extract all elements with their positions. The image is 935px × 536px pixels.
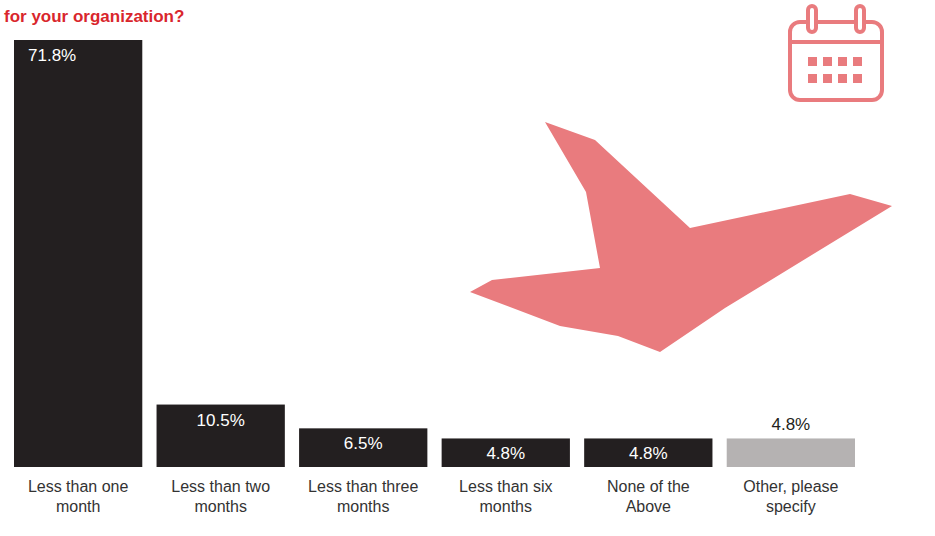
calendar-cell	[853, 74, 862, 83]
tick: Other, pleasespecify	[743, 467, 838, 515]
bar	[157, 405, 285, 467]
calendar-bar	[790, 40, 882, 44]
tick: Less than threemonths	[308, 467, 418, 515]
calendar-cell	[853, 57, 862, 66]
tick: Less than sixmonths	[459, 467, 552, 515]
data-label: 10.5%	[197, 411, 245, 430]
data-label: 71.8%	[28, 46, 76, 65]
tick-label: Less than sixmonths	[459, 478, 552, 514]
airplane-icon	[470, 122, 892, 352]
calendar-cell	[838, 74, 847, 83]
chart-title: for your organization?	[4, 7, 184, 26]
data-label: 4.8%	[629, 444, 668, 463]
data-label: 6.5%	[344, 434, 383, 453]
bar	[14, 40, 142, 467]
calendar-icon	[790, 6, 882, 100]
tick-label: Less than threemonths	[308, 478, 418, 514]
tick: None of theAbove	[607, 467, 690, 515]
calendar-cell	[838, 57, 847, 66]
data-label: 4.8%	[771, 415, 810, 434]
calendar-ring	[856, 6, 864, 32]
data-labels: 71.8% 10.5% 6.5% 4.8% 4.8% 4.8%	[28, 46, 810, 463]
bar	[584, 438, 712, 467]
x-axis: Less than onemonth Less than twomonths Les…	[28, 467, 839, 515]
calendar-cell	[823, 74, 832, 83]
data-label: 4.8%	[486, 444, 525, 463]
calendar-ring	[808, 6, 816, 32]
bars	[14, 40, 855, 467]
tick-label: None of theAbove	[607, 478, 690, 514]
calendar-cell	[823, 57, 832, 66]
calendar-cell	[808, 57, 817, 66]
tick: Less than onemonth	[28, 467, 129, 515]
bar	[727, 438, 855, 467]
calendar-cell	[808, 74, 817, 83]
tick-label: Less than twomonths	[171, 478, 270, 514]
bar	[299, 428, 427, 467]
calendar-frame	[790, 22, 882, 100]
tick-label: Other, pleasespecify	[743, 478, 838, 514]
bar	[442, 438, 570, 467]
tick-label: Less than onemonth	[28, 478, 129, 514]
tick: Less than twomonths	[171, 467, 270, 515]
chart: for your organization? 71.8% 10.5% 6.5% 4.8%…	[0, 0, 935, 536]
